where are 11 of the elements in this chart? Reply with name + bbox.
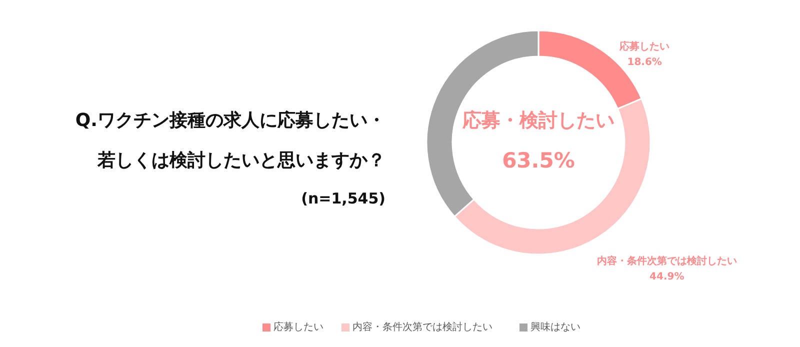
text: 63.5% — [502, 148, 575, 172]
slice-label: 応募したい — [618, 40, 670, 52]
legend-label: 興味はない — [530, 321, 580, 333]
legend-label: 内容・条件次第では検討したい — [352, 321, 492, 333]
text: Q.ワクチン接種の求人に応募したい・若しくは検討したいと思いますか？ — [75, 110, 386, 171]
legend-label: 応募したい — [274, 321, 324, 333]
slice-label: 内容・条件次第では検討したい — [596, 254, 737, 267]
data-label: 44.9% — [650, 271, 684, 282]
text: 応募・検討したい — [462, 110, 614, 132]
text: (n=1,545) — [301, 190, 386, 208]
data-label: 18.6% — [627, 57, 662, 68]
